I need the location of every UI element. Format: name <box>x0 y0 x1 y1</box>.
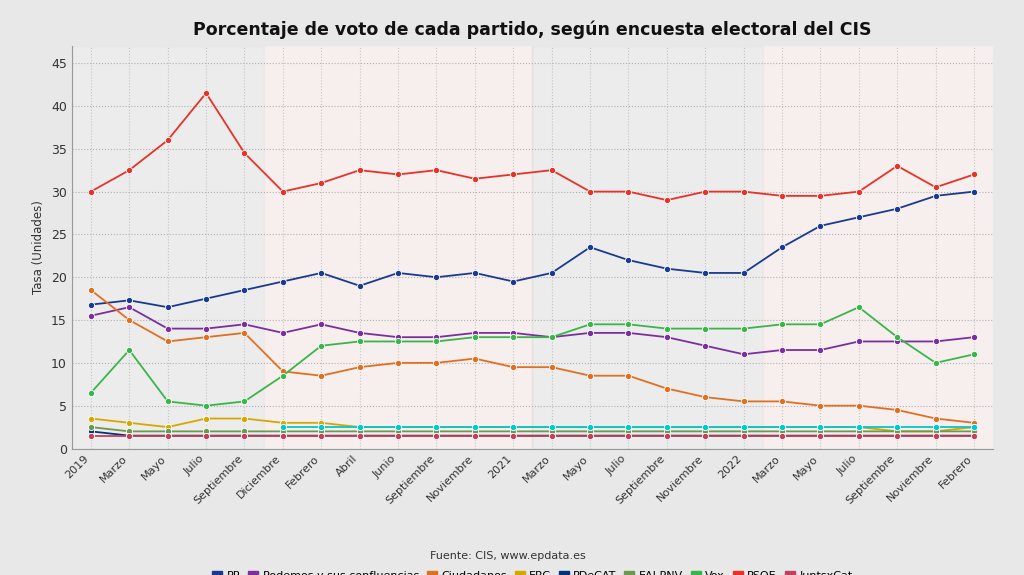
Title: Porcentaje de voto de cada partido, según encuesta electoral del CIS: Porcentaje de voto de cada partido, segú… <box>194 20 871 39</box>
Bar <box>263 46 532 449</box>
Text: Fuente: CIS, www.epdata.es: Fuente: CIS, www.epdata.es <box>430 551 586 561</box>
Bar <box>763 46 993 449</box>
Y-axis label: Tasa (Unidades): Tasa (Unidades) <box>33 200 45 294</box>
Bar <box>532 46 763 449</box>
Bar <box>72 46 263 449</box>
